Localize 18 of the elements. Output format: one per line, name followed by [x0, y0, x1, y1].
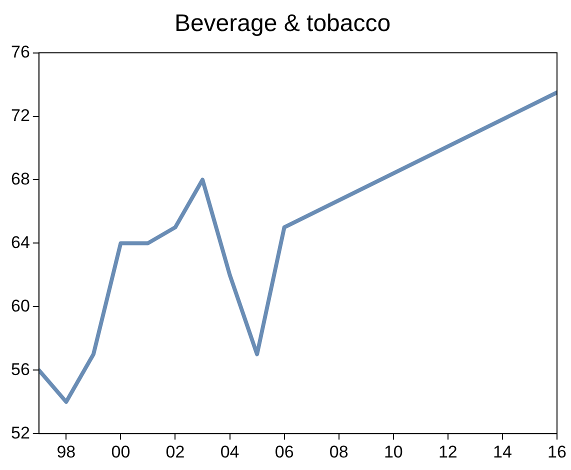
x-tick-label: 14 — [493, 442, 512, 462]
chart-title: Beverage & tobacco — [174, 10, 391, 38]
x-tick-label: 00 — [111, 442, 130, 462]
y-tick-label: 52 — [10, 423, 30, 442]
y-tick-label: 68 — [10, 169, 30, 188]
y-tick-label: 60 — [10, 296, 30, 316]
y-tick-label: 76 — [10, 42, 30, 62]
x-tick-label: 04 — [220, 442, 240, 462]
x-tick-label: 06 — [274, 442, 294, 462]
x-tick-label: 08 — [329, 442, 348, 462]
x-tick-label: 12 — [438, 442, 458, 462]
x-tick-label: 98 — [56, 442, 76, 462]
x-tick-label: 16 — [548, 442, 566, 462]
x-tick-label: 02 — [166, 442, 185, 462]
x-tick-label: 10 — [384, 442, 403, 462]
y-tick-label: 72 — [10, 106, 30, 125]
y-tick-label: 64 — [10, 232, 30, 252]
y-tick-label: 56 — [10, 360, 30, 379]
